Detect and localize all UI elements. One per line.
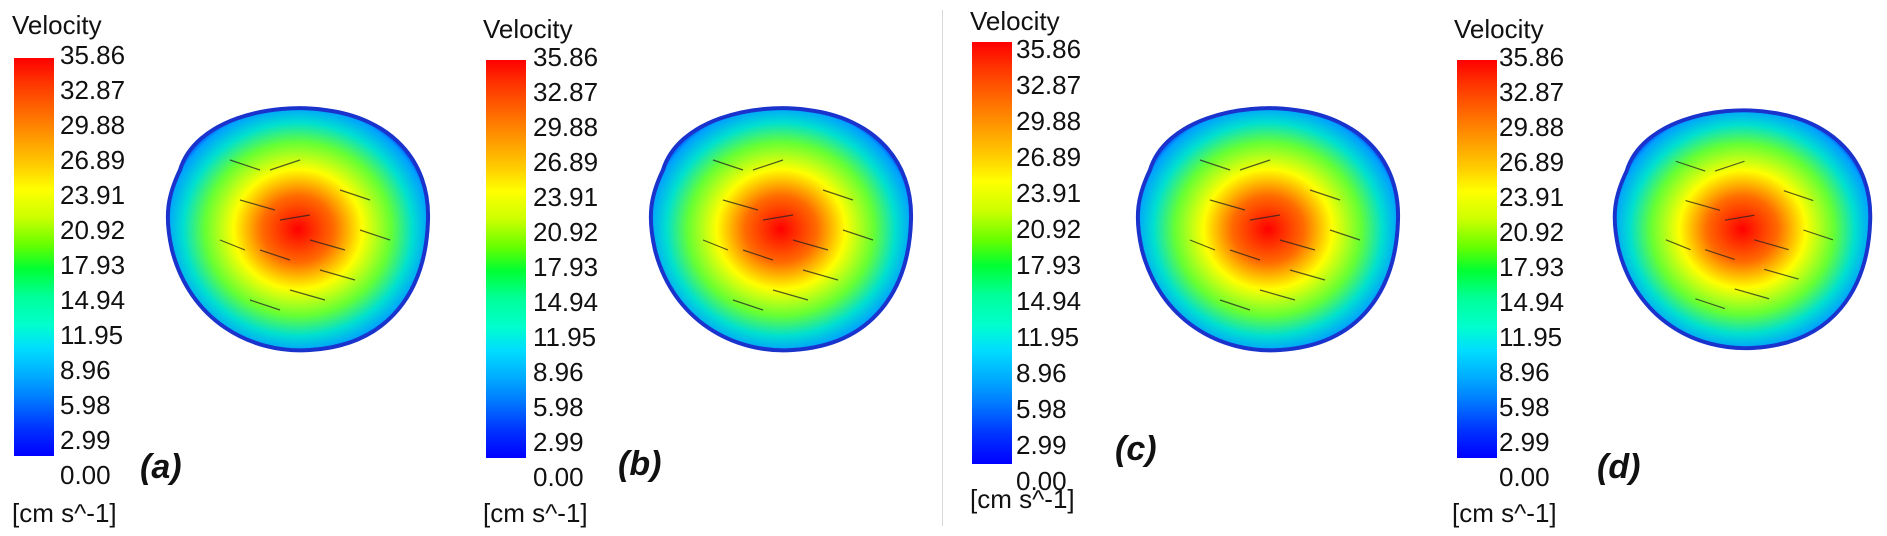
tick-label: 29.88 [60,110,126,140]
tick-label: 20.92 [1499,217,1565,247]
panel-label: (a) [140,448,182,486]
tick-label: 11.95 [1016,322,1080,352]
tick-label: 2.99 [1499,427,1550,457]
tick-label: 17.93 [60,250,126,280]
velocity-contour-plot [1612,108,1873,351]
tick-label: 11.95 [533,322,597,352]
tick-label: 23.91 [533,182,599,212]
tick-label: 0.00 [533,462,584,492]
panel-a: Velocity 35.86 32.87 29.88 26.89 23.91 2… [0,0,472,536]
tick-label: 35.86 [1016,34,1082,64]
legend-title: Velocity [970,6,1060,36]
tick-label: 32.87 [1016,70,1082,100]
tick-label: 23.91 [60,180,126,210]
velocity-contour-plot [648,106,914,353]
units-label: [cm s^-1] [970,484,1075,514]
tick-label: 26.89 [1499,147,1565,177]
tick-label: 17.93 [1499,252,1565,282]
tick-label: 29.88 [1016,106,1082,136]
panel-label: (c) [1115,430,1157,468]
tick-label: 14.94 [60,285,126,315]
domain-cross-section [1612,108,1873,351]
legend-title: Velocity [1454,14,1544,44]
tick-label: 5.98 [1016,394,1067,424]
tick-label: 14.94 [533,287,599,317]
panel-d: Velocity 35.86 32.87 29.88 26.89 23.91 2… [1447,0,1887,536]
panel-label: (d) [1597,448,1641,486]
units-label: [cm s^-1] [483,498,588,528]
tick-label: 26.89 [60,145,126,175]
tick-label: 0.00 [1499,462,1550,492]
panel-b: Velocity 35.86 32.87 29.88 26.89 23.91 2… [483,0,955,536]
tick-label: 17.93 [533,252,599,282]
tick-label: 32.87 [1499,77,1565,107]
tick-label: 14.94 [1016,286,1082,316]
tick-label: 32.87 [60,75,126,105]
tick-label: 8.96 [533,357,584,387]
tick-label: 8.96 [60,355,111,385]
legend-title: Velocity [12,10,102,40]
tick-label: 17.93 [1016,250,1082,280]
tick-label: 8.96 [1499,357,1550,387]
tick-label: 23.91 [1016,178,1082,208]
tick-label: 26.89 [1016,142,1082,172]
tick-label: 20.92 [1016,214,1082,244]
velocity-contour-plot [165,106,431,353]
legend-title: Velocity [483,14,573,44]
tick-label: 0.00 [60,460,111,490]
tick-label: 0.00 [1016,466,1067,496]
tick-label: 5.98 [1499,392,1550,422]
tick-label: 11.95 [1499,322,1563,352]
velocity-contour-plot [1135,106,1401,353]
tick-label: 14.94 [1499,287,1565,317]
panel-label: (b) [618,445,662,483]
tick-label: 20.92 [533,217,599,247]
domain-cross-section [648,106,914,353]
tick-label: 35.86 [60,40,126,70]
tick-label: 35.86 [533,42,599,72]
colorbar [972,42,1012,464]
tick-label: 2.99 [1016,430,1067,460]
tick-label: 32.87 [533,77,599,107]
panel-divider [942,10,943,526]
tick-label: 2.99 [60,425,111,455]
domain-cross-section [1135,106,1401,353]
tick-label: 5.98 [60,390,111,420]
colorbar [14,58,54,456]
colorbar [486,60,526,458]
tick-label: 8.96 [1016,358,1067,388]
tick-label: 23.91 [1499,182,1565,212]
tick-label: 20.92 [60,215,126,245]
panel-c: Velocity 35.86 32.87 29.88 26.89 23.91 2… [960,0,1432,536]
colorbar [1457,60,1497,458]
tick-label: 35.86 [1499,42,1565,72]
tick-label: 26.89 [533,147,599,177]
units-label: [cm s^-1] [1452,498,1557,528]
tick-label: 29.88 [533,112,599,142]
domain-cross-section [165,106,431,353]
tick-label: 5.98 [533,392,584,422]
tick-label: 11.95 [60,320,124,350]
units-label: [cm s^-1] [12,498,117,528]
tick-label: 29.88 [1499,112,1565,142]
tick-label: 2.99 [533,427,584,457]
